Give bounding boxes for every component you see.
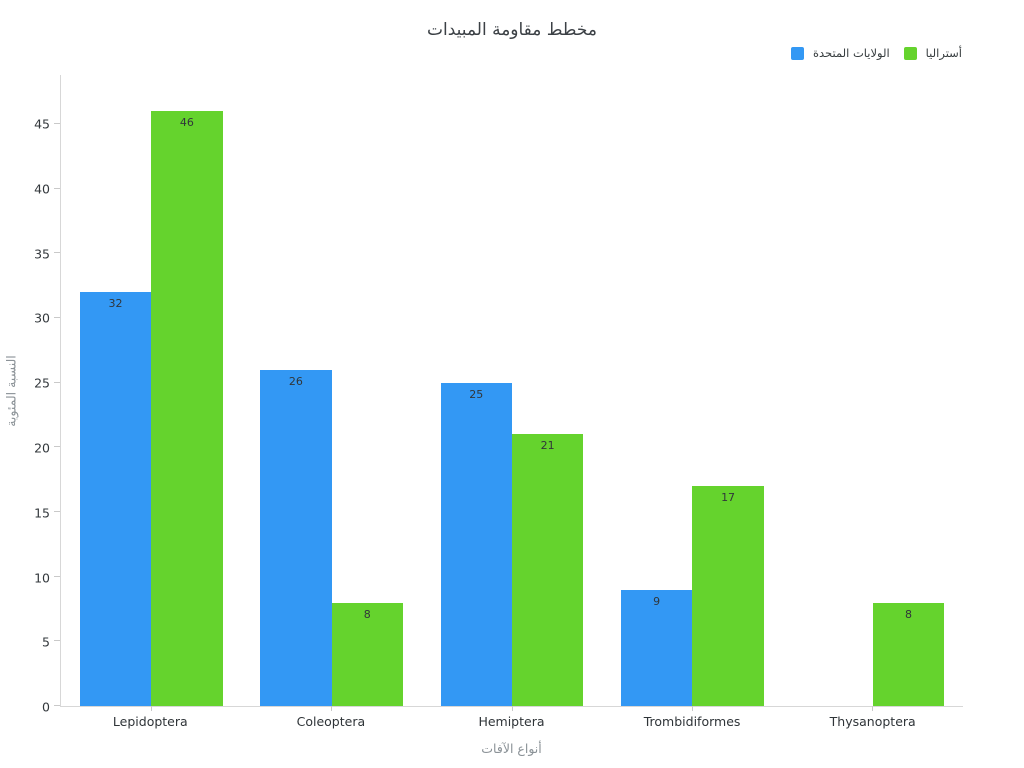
bar-series-1-trombidiformes[interactable]: 17 <box>692 486 764 706</box>
y-axis-tick <box>54 381 60 383</box>
bar-group-coleoptera: 26 8 <box>241 75 421 706</box>
bar-series-1-lepidoptera[interactable]: 46 <box>151 111 223 706</box>
legend: الولايات المتحدة أستراليا <box>790 46 962 60</box>
bar-series-1-thysanoptera[interactable]: 8 <box>872 602 945 706</box>
x-axis-category-label: Hemiptera <box>478 714 545 729</box>
x-axis-category-labels: Lepidoptera Coleoptera Hemiptera Trombidifo… <box>60 714 963 729</box>
legend-label: أستراليا <box>925 46 962 60</box>
y-axis-tick <box>54 575 60 577</box>
y-axis-tick <box>54 123 60 125</box>
bar-groups: 32 46 26 8 25 21 9 17 8 <box>61 75 963 706</box>
y-axis-tick-label: 10 <box>34 570 50 585</box>
legend-item-series-0[interactable]: الولايات المتحدة <box>790 46 890 60</box>
y-axis-tick-label: 25 <box>34 375 50 391</box>
x-axis-category-label: Trombidiformes <box>643 714 741 729</box>
bar-series-1-coleoptera[interactable]: 8 <box>331 602 403 706</box>
bar-value-label: 46 <box>179 116 194 130</box>
y-axis-tick-label: 45 <box>34 116 50 132</box>
y-axis-tick-label: 15 <box>34 505 50 521</box>
bar-group-trombidiformes: 9 17 <box>602 75 782 706</box>
x-axis-tick <box>872 706 874 711</box>
x-axis-tick <box>511 706 513 711</box>
bar-series-1-hemiptera[interactable]: 21 <box>511 434 584 706</box>
bar-value-label: 9 <box>653 594 661 608</box>
bar-series-0-hemiptera[interactable]: 25 <box>440 382 512 706</box>
chart-title: مخطط مقاومة المبيدات <box>427 20 597 40</box>
bar-group-thysanoptera: 8 <box>783 75 963 706</box>
bar-value-label: 26 <box>288 374 303 388</box>
y-axis-title: النسبة المئوية <box>3 355 19 427</box>
bar-series-0-trombidiformes[interactable]: 9 <box>620 589 693 706</box>
y-axis-tick-label: 5 <box>42 634 50 650</box>
y-axis-tick-label: 30 <box>34 310 50 326</box>
legend-swatch-icon <box>903 46 917 60</box>
x-axis-category-label: Lepidoptera <box>112 714 188 729</box>
bar-value-label: 17 <box>721 491 736 505</box>
y-axis-tick <box>54 640 60 642</box>
x-axis-category-label: Coleoptera <box>296 714 366 729</box>
legend-label: الولايات المتحدة <box>812 46 890 60</box>
y-axis-tick-label: 20 <box>34 440 50 456</box>
y-axis-tick-labels: 0 5 10 15 20 25 30 35 40 45 <box>0 75 50 715</box>
y-axis-tick <box>54 705 60 706</box>
x-axis-tick <box>150 706 152 711</box>
x-axis-category-label: Thysanoptera <box>829 714 916 729</box>
legend-item-series-1[interactable]: أستراليا <box>903 46 962 60</box>
y-axis-tick <box>54 252 60 254</box>
y-axis-tick-label: 0 <box>42 699 50 715</box>
bar-value-label: 8 <box>904 607 912 621</box>
y-axis-tick-label: 35 <box>34 246 50 262</box>
y-axis-tick <box>54 187 60 189</box>
y-axis-tick-label: 40 <box>34 181 50 197</box>
x-axis-tick <box>691 706 693 711</box>
y-axis-tick <box>54 317 60 319</box>
bar-series-0-coleoptera[interactable]: 26 <box>260 369 332 706</box>
bar-group-hemiptera: 25 21 <box>422 75 602 706</box>
x-axis-title: أنواع الآفات <box>481 741 542 756</box>
y-axis-tick <box>54 446 60 448</box>
bar-value-label: 25 <box>469 387 484 401</box>
bar-value-label: 21 <box>540 439 555 453</box>
bar-series-0-lepidoptera[interactable]: 32 <box>79 292 152 706</box>
bar-value-label: 8 <box>363 607 371 621</box>
plot-area: 32 46 26 8 25 21 9 17 8 <box>54 75 963 711</box>
legend-swatch-icon <box>790 46 804 60</box>
bar-value-label: 32 <box>108 297 123 311</box>
bar-group-lepidoptera: 32 46 <box>61 75 241 706</box>
y-axis-tick <box>54 511 60 513</box>
x-axis-tick <box>331 706 333 711</box>
